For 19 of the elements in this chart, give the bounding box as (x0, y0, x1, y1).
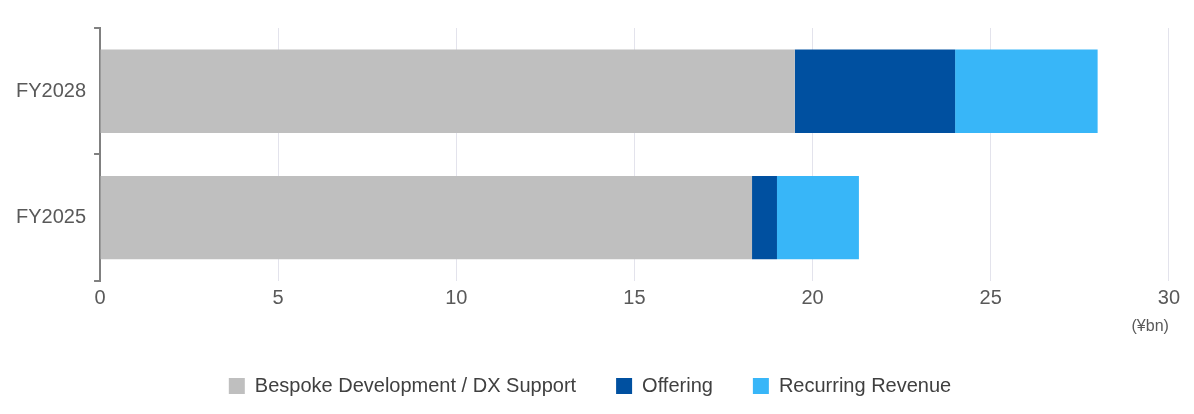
x-tick-label: 25 (979, 286, 1002, 309)
bar (955, 49, 1098, 133)
x-tick-label: 20 (801, 286, 824, 309)
bar (794, 49, 956, 133)
bar (752, 175, 777, 260)
x-tick-label: 5 (272, 286, 284, 309)
x-tick-label: 15 (623, 286, 646, 309)
legend-label: Recurring Revenue (778, 373, 952, 396)
x-tick-label: 30 (1157, 286, 1180, 309)
y-tick-label: FY2028 (15, 78, 87, 101)
legend-label: Bespoke Development / DX Support (254, 373, 577, 396)
x-axis-title: (¥bn) (1131, 316, 1169, 334)
x-tick-label: 10 (445, 286, 468, 309)
y-tick-label: FY2025 (15, 205, 87, 228)
bar (776, 175, 859, 260)
bar (100, 175, 753, 260)
legend-label: Offering (642, 373, 713, 396)
bar (100, 49, 795, 133)
x-tick-label: 0 (94, 286, 106, 309)
